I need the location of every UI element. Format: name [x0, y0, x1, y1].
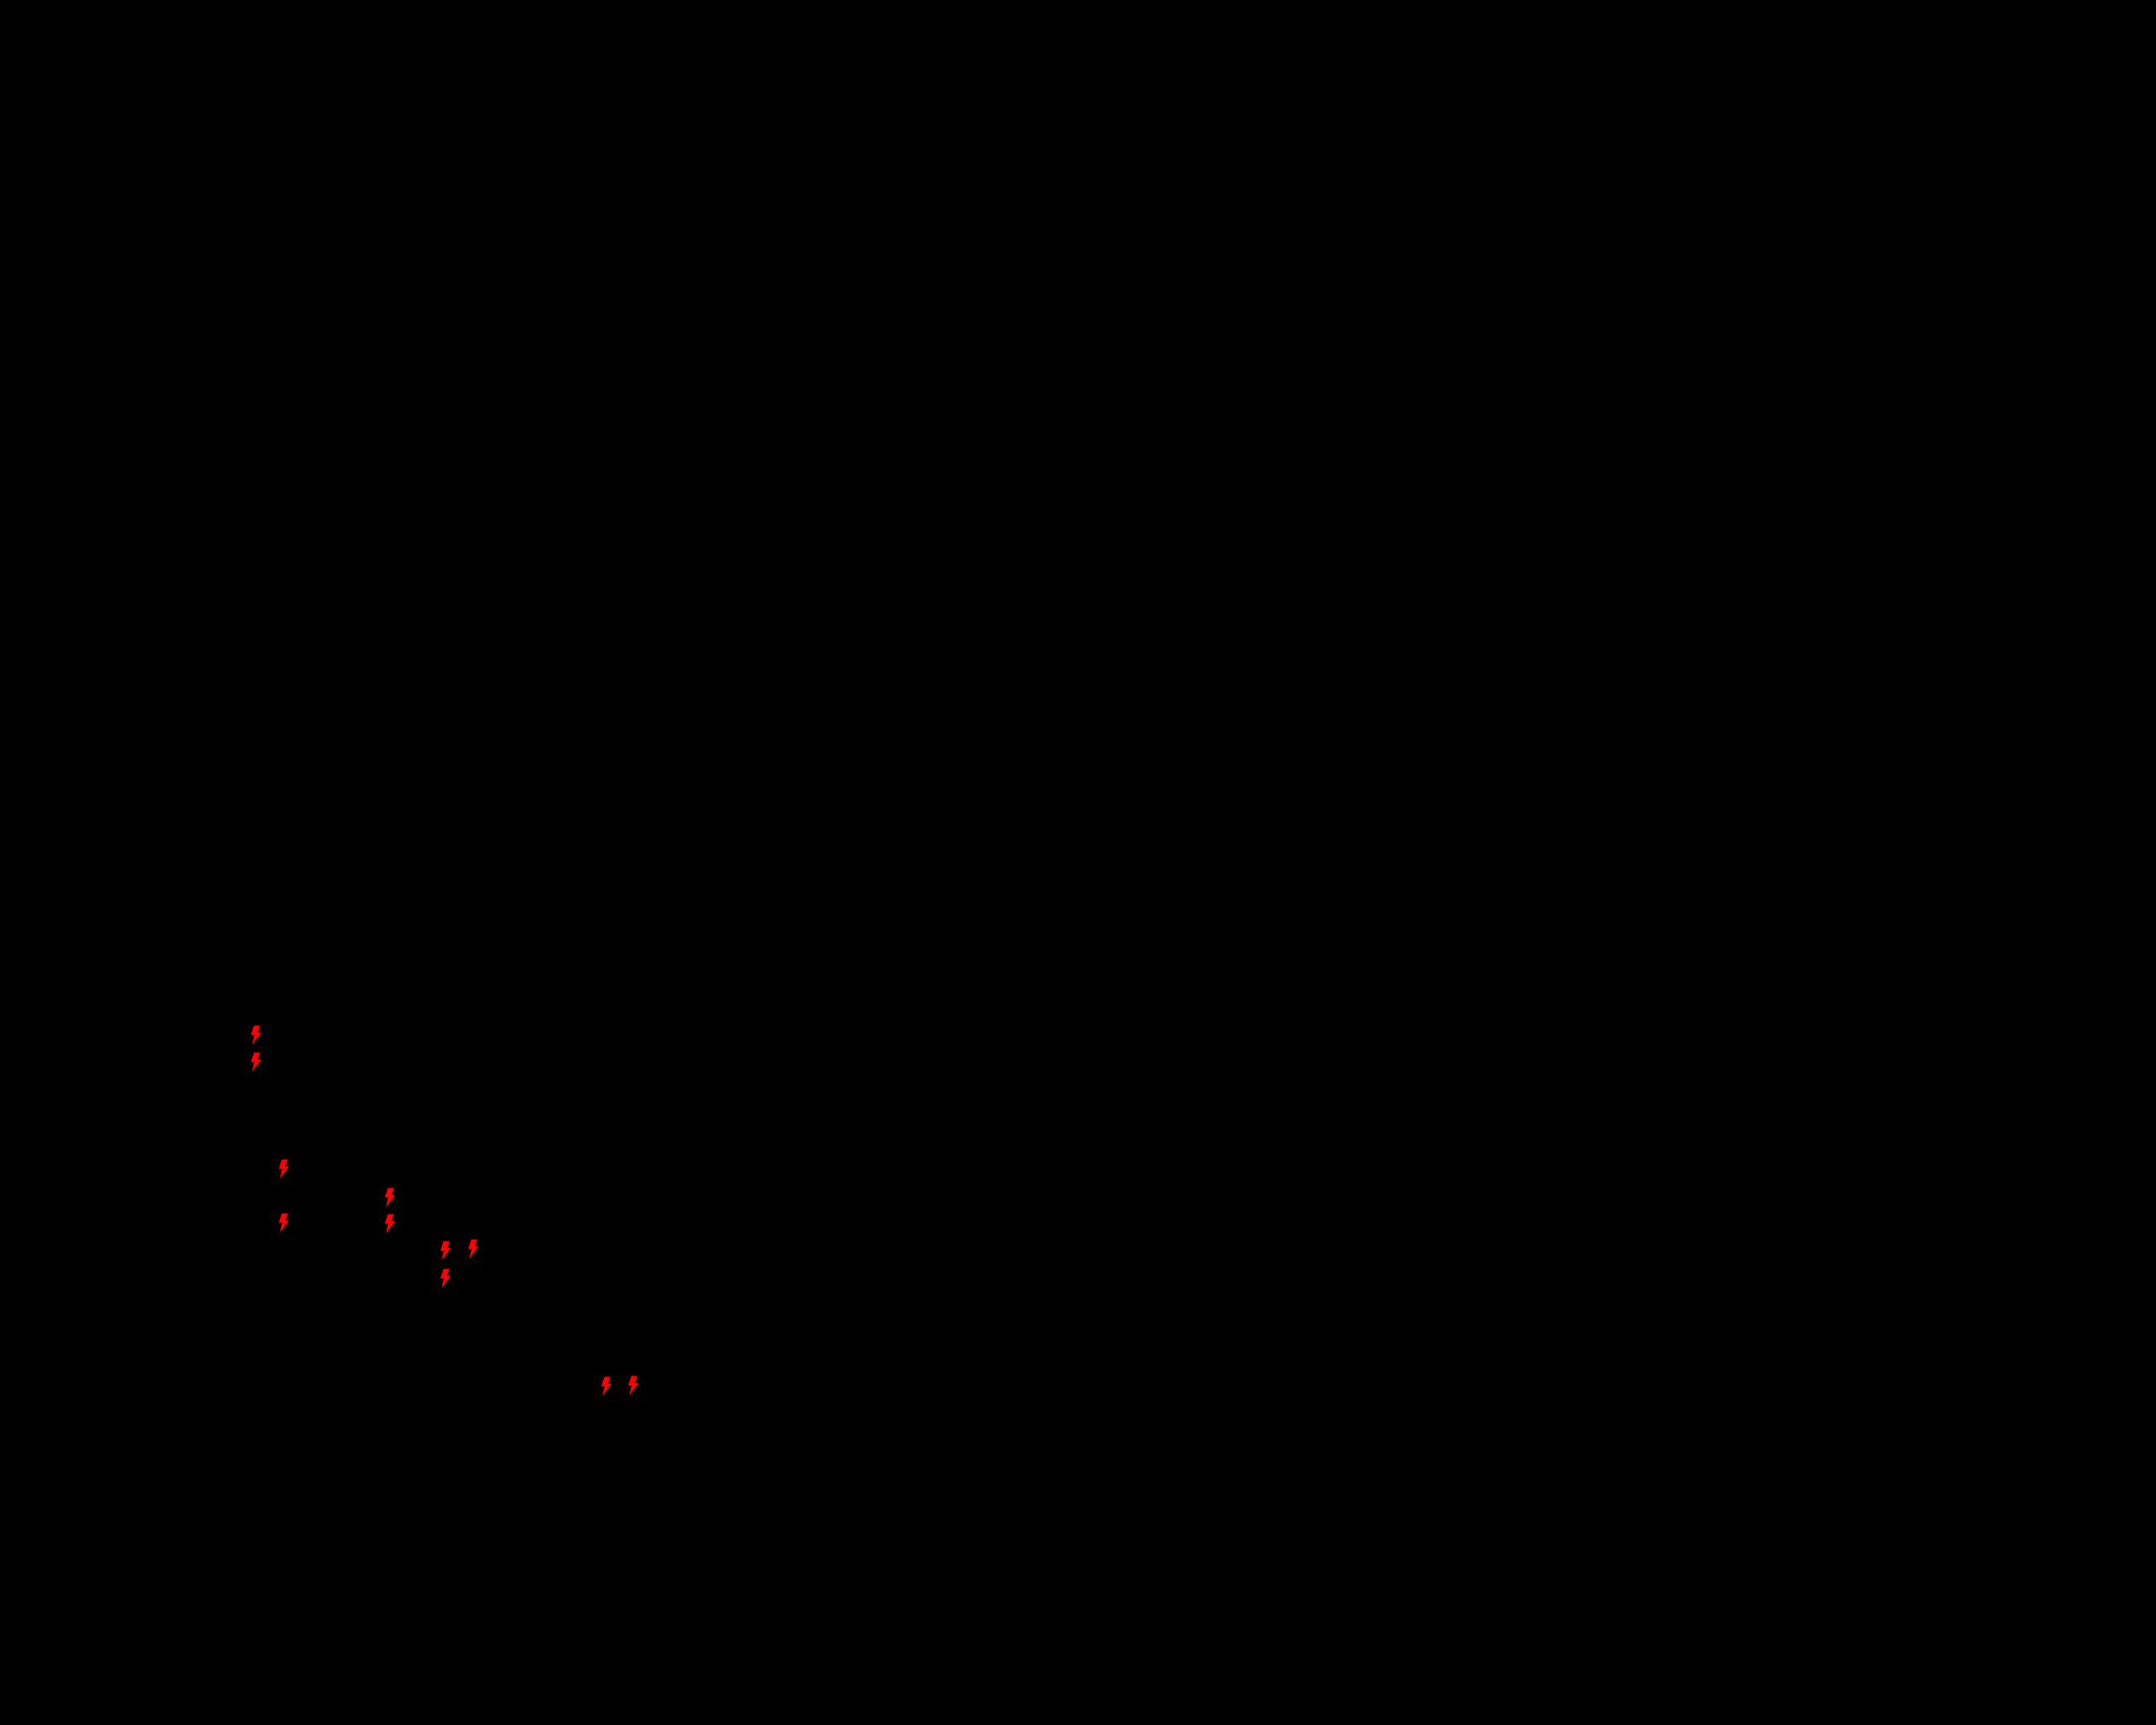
lightning-bolt-icon: [384, 1188, 396, 1208]
lightning-bolt-icon: [278, 1213, 290, 1233]
lightning-bolt-icon: [627, 1375, 639, 1396]
lightning-bolt-icon: [384, 1214, 396, 1234]
lightning-bolt-icon: [440, 1241, 451, 1261]
lightning-bolt-icon: [250, 1052, 262, 1072]
lightning-bolt-icon: [600, 1376, 612, 1397]
lightning-bolt-icon: [440, 1268, 451, 1289]
lightning-bolt-icon: [278, 1159, 290, 1179]
lightning-bolt-icon: [467, 1239, 479, 1259]
lightning-bolt-icon: [250, 1025, 262, 1045]
